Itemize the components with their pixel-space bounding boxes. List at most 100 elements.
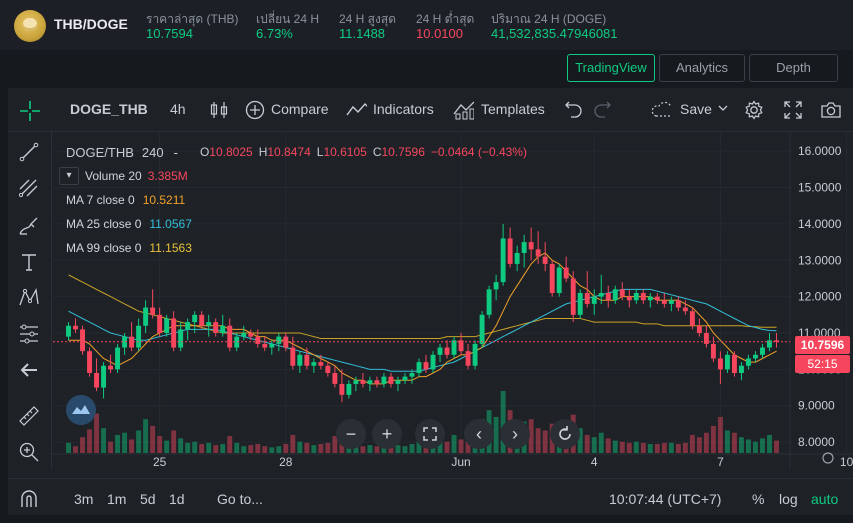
stat-value: 41,532,835.47946081 xyxy=(491,26,618,41)
undo-icon[interactable] xyxy=(563,99,585,121)
candle-body xyxy=(696,325,702,333)
x-axis-tick-label: 10 xyxy=(840,455,853,468)
candle-body xyxy=(164,318,170,333)
range-5d[interactable]: 5d xyxy=(140,491,156,507)
candle-body xyxy=(570,278,576,315)
candle-style-icon[interactable] xyxy=(208,99,230,121)
chart-area[interactable]: 16.0000 15.0000 14.0000 13.0000 12.0000 11.00… xyxy=(53,133,853,468)
candle-body xyxy=(381,376,387,384)
candle-body xyxy=(80,329,85,352)
legend-collapse-button[interactable]: ▾ xyxy=(59,167,79,185)
text-icon[interactable] xyxy=(17,250,41,274)
candle-body xyxy=(374,380,380,384)
volume-bar xyxy=(661,442,667,453)
volume-bar xyxy=(304,442,310,453)
volume-bar xyxy=(542,430,548,453)
percent-toggle[interactable]: % xyxy=(752,491,765,507)
goto-button[interactable]: Go to... xyxy=(217,491,263,507)
volume-bar xyxy=(724,430,730,453)
axis-settings-icon[interactable] xyxy=(822,452,834,464)
candle-body xyxy=(388,376,394,384)
candle-body xyxy=(206,322,212,326)
redo-icon[interactable] xyxy=(591,99,613,121)
legend-low: 10.6105 xyxy=(323,145,367,159)
legend-close-label: C xyxy=(372,145,382,159)
pitchfork-icon[interactable] xyxy=(17,176,41,200)
reset-chart-button[interactable] xyxy=(550,419,580,449)
volume-bar xyxy=(115,434,121,453)
stat-value: 6.73% xyxy=(256,26,293,41)
candle-body xyxy=(255,336,261,344)
candle-body xyxy=(661,300,667,304)
legend-open: 10.8025 xyxy=(209,145,253,159)
volume-bar xyxy=(325,442,331,453)
candle-body xyxy=(682,307,688,312)
range-3m[interactable]: 3m xyxy=(74,491,94,507)
volume-bar xyxy=(577,428,583,453)
trend-line-icon[interactable] xyxy=(17,140,41,164)
gear-icon[interactable] xyxy=(743,99,765,121)
volume-bar xyxy=(185,442,191,453)
zoom-out-button[interactable]: − xyxy=(336,419,366,449)
legend-ma7-row: MA 7 close 0 10.5211 xyxy=(66,188,527,212)
volume-bar xyxy=(710,425,716,453)
volume-bar xyxy=(171,430,177,453)
cloud-icon xyxy=(651,101,671,117)
symbol-selector[interactable]: DOGE_THB xyxy=(70,101,148,117)
chart-legend: DOGE/THB 240 - O 10.8025 H 10.8474 L 10.610… xyxy=(59,140,527,260)
ruler-icon[interactable] xyxy=(17,404,41,428)
candle-body xyxy=(269,343,275,348)
zoom-in-icon[interactable] xyxy=(17,440,41,464)
tab-tradingview[interactable]: TradingView xyxy=(567,54,655,82)
volume-bar xyxy=(87,429,92,453)
volume-bar xyxy=(220,443,226,453)
volume-bar xyxy=(311,445,317,453)
volume-bar xyxy=(73,446,78,453)
arrow-left-icon[interactable] xyxy=(17,358,41,382)
zoom-in-button[interactable]: + xyxy=(372,419,402,449)
candle-body xyxy=(94,373,99,388)
brush-icon[interactable] xyxy=(17,214,41,238)
clock-timezone[interactable]: 10:07:44 (UTC+7) xyxy=(609,491,722,507)
volume-bar xyxy=(241,446,247,453)
candle-body xyxy=(479,314,485,344)
pattern-icon[interactable] xyxy=(17,286,41,310)
candle-body xyxy=(108,365,114,370)
candle-body xyxy=(724,354,730,370)
range-1d[interactable]: 1d xyxy=(169,491,185,507)
reset-view-button[interactable] xyxy=(415,419,445,449)
auto-toggle[interactable]: auto xyxy=(811,491,839,507)
candle-body xyxy=(584,293,590,304)
volume-bar xyxy=(178,438,184,453)
volume-bar xyxy=(647,443,653,453)
legend-symbol: DOGE/THB xyxy=(66,144,134,160)
candle-body xyxy=(753,354,758,359)
volume-bar xyxy=(108,441,114,453)
scroll-left-button[interactable]: ‹ xyxy=(464,419,494,449)
candle-body xyxy=(318,362,324,366)
candle-body xyxy=(213,322,219,333)
range-1m[interactable]: 1m xyxy=(107,491,127,507)
candle-body xyxy=(668,300,674,304)
scroll-right-button[interactable]: › xyxy=(500,419,530,449)
candle-body xyxy=(556,267,562,293)
crosshair-icon[interactable] xyxy=(18,99,40,121)
candle-body xyxy=(332,373,338,384)
magnet-icon[interactable] xyxy=(18,488,40,510)
volume-bar xyxy=(150,425,156,453)
interval-selector[interactable]: 4h xyxy=(170,101,186,117)
tradingview-logo[interactable] xyxy=(66,395,96,425)
candle-body xyxy=(234,336,240,348)
fullscreen-icon[interactable] xyxy=(782,99,804,121)
log-toggle[interactable]: log xyxy=(779,491,798,507)
chart-bottom-bar: 3m 1m 5d 1d Go to... 10:07:44 (UTC+7) % … xyxy=(8,478,853,515)
camera-icon[interactable] xyxy=(819,99,841,121)
volume-bar xyxy=(682,442,688,453)
tab-analytics[interactable]: Analytics xyxy=(659,54,745,82)
legend-low-label: L xyxy=(316,145,324,159)
prediction-icon[interactable] xyxy=(17,322,41,346)
ma25-line xyxy=(68,288,777,372)
legend-ma7-label: MA 7 close 0 xyxy=(66,193,135,207)
candle-body xyxy=(563,267,569,279)
tab-depth[interactable]: Depth xyxy=(749,54,838,82)
